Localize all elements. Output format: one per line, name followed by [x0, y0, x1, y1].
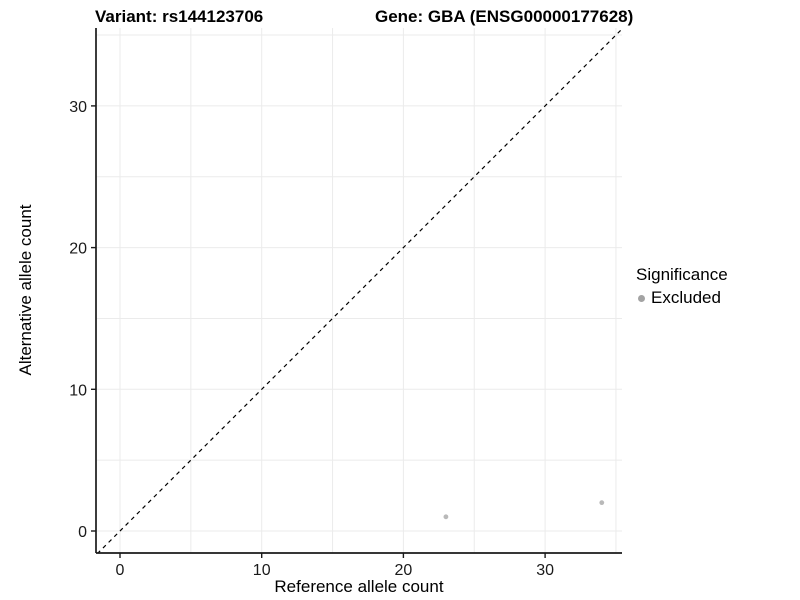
x-tick-label: 10	[253, 562, 271, 579]
legend-item-label: Excluded	[651, 288, 721, 307]
data-points	[443, 500, 605, 520]
x-tick-label: 30	[536, 562, 554, 579]
legend-item-excluded: Excluded	[636, 288, 728, 308]
plot-title-variant: Variant: rs144123706	[95, 7, 264, 26]
x-axis-title: Reference allele count	[274, 577, 444, 596]
y-tick-label: 10	[69, 382, 87, 399]
plot-panel	[96, 28, 622, 553]
y-tick-label: 0	[78, 524, 87, 541]
identity-reference-line	[97, 28, 622, 553]
legend-title: Significance	[636, 265, 728, 284]
gridlines	[96, 28, 622, 553]
data-point	[443, 514, 449, 520]
y-tick-label: 30	[69, 99, 87, 116]
axis-lines	[95, 28, 622, 554]
legend: Significance Excluded	[636, 265, 728, 308]
data-point	[599, 500, 605, 506]
x-tick-label: 0	[116, 562, 125, 579]
axis-ticks: 0 10 20 30 0 10 20 30	[69, 99, 554, 579]
excluded-point-icon	[638, 294, 645, 302]
x-tick-label: 20	[395, 562, 413, 579]
y-axis-title: Alternative allele count	[16, 204, 35, 376]
plot-title-gene: Gene: GBA (ENSG00000177628)	[375, 7, 634, 26]
y-tick-label: 20	[69, 241, 87, 258]
